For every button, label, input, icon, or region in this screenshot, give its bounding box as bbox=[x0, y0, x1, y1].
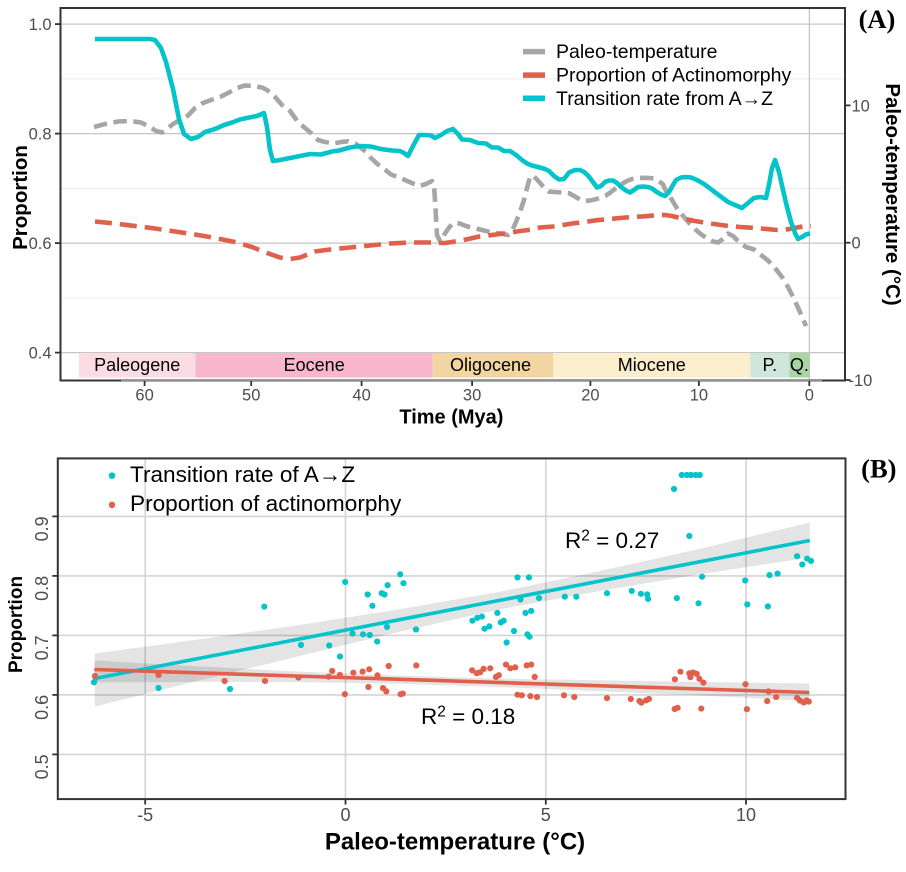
svg-text:5: 5 bbox=[541, 805, 551, 825]
svg-text:0.6: 0.6 bbox=[32, 695, 52, 720]
svg-text:-5: -5 bbox=[137, 805, 153, 825]
svg-text:Transition rate of A→Z: Transition rate of A→Z bbox=[130, 462, 355, 487]
svg-text:0.4: 0.4 bbox=[29, 345, 52, 363]
svg-text:0.9: 0.9 bbox=[32, 516, 52, 541]
svg-text:0.6: 0.6 bbox=[29, 235, 52, 253]
svg-text:Q.: Q. bbox=[790, 355, 809, 375]
svg-text:1.0: 1.0 bbox=[29, 16, 52, 34]
svg-text:P.: P. bbox=[762, 355, 777, 375]
svg-text:40: 40 bbox=[352, 387, 370, 405]
svg-text:R2 = 0.27: R2 = 0.27 bbox=[565, 528, 659, 554]
svg-text:Miocene: Miocene bbox=[618, 355, 686, 375]
svg-text:R2 = 0.18: R2 = 0.18 bbox=[421, 704, 515, 730]
svg-text:Paleogene: Paleogene bbox=[94, 355, 180, 375]
svg-text:Proportion of Actinomorphy: Proportion of Actinomorphy bbox=[556, 65, 791, 87]
svg-text:(B): (B) bbox=[861, 454, 896, 484]
svg-text:Proportion: Proportion bbox=[9, 145, 32, 250]
svg-text:0.8: 0.8 bbox=[29, 126, 52, 144]
svg-text:50: 50 bbox=[242, 387, 260, 405]
svg-text:10: 10 bbox=[852, 97, 870, 115]
svg-text:Proportion: Proportion bbox=[6, 576, 27, 673]
svg-text:Oligocene: Oligocene bbox=[450, 355, 531, 375]
svg-text:20: 20 bbox=[581, 387, 599, 405]
svg-text:Paleo-temperature: Paleo-temperature bbox=[556, 41, 718, 63]
svg-text:Paleo-temperature (°C): Paleo-temperature (°C) bbox=[325, 829, 585, 856]
svg-text:30: 30 bbox=[463, 387, 481, 405]
svg-text:Transition rate from A→Z: Transition rate from A→Z bbox=[556, 88, 773, 110]
svg-text:0: 0 bbox=[852, 235, 861, 253]
svg-text:Time (Mya): Time (Mya) bbox=[399, 407, 503, 429]
svg-text:10: 10 bbox=[736, 805, 756, 825]
svg-text:Eocene: Eocene bbox=[284, 355, 345, 375]
svg-text:0: 0 bbox=[340, 805, 350, 825]
svg-text:Paleo-temperature (°C): Paleo-temperature (°C) bbox=[881, 83, 904, 305]
svg-text:0: 0 bbox=[805, 387, 814, 405]
svg-text:10: 10 bbox=[690, 387, 708, 405]
svg-text:(A): (A) bbox=[859, 4, 896, 34]
svg-text:0.8: 0.8 bbox=[32, 576, 52, 601]
svg-text:0.7: 0.7 bbox=[32, 635, 52, 660]
svg-text:60: 60 bbox=[135, 387, 153, 405]
svg-text:-10: -10 bbox=[849, 372, 873, 390]
svg-text:0.5: 0.5 bbox=[32, 754, 52, 779]
svg-text:Proportion of actinomorphy: Proportion of actinomorphy bbox=[130, 491, 402, 516]
